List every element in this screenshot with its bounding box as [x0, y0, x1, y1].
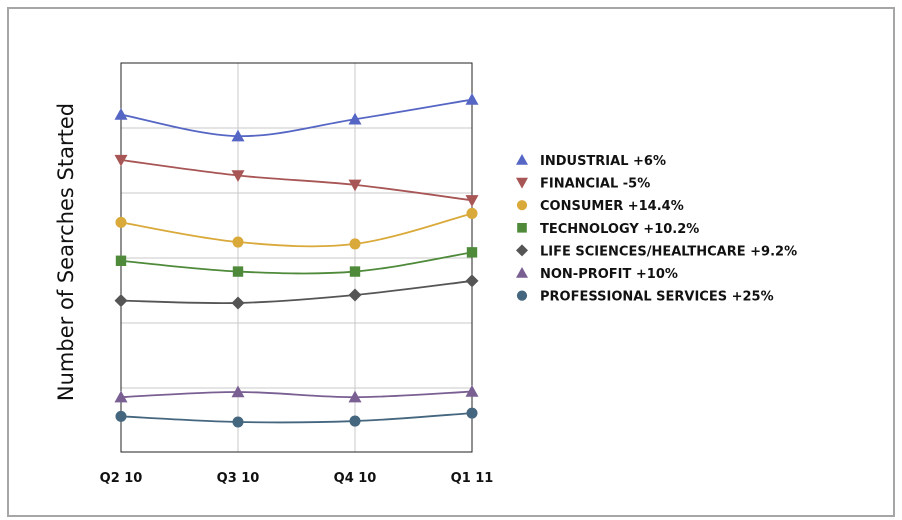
x-tick-label: Q1 11	[451, 471, 494, 486]
data-point	[231, 296, 245, 310]
series-line	[120, 212, 473, 248]
data-point	[465, 274, 479, 288]
legend-marker	[516, 290, 528, 301]
data-point	[231, 129, 245, 142]
legend-label: PROFESSIONAL SERVICES +25%	[540, 290, 774, 305]
x-tick-label: Q4 10	[334, 471, 377, 486]
data-point	[115, 410, 127, 422]
data-point	[232, 236, 244, 248]
data-point	[232, 266, 244, 277]
legend-marker	[516, 200, 528, 211]
data-point	[114, 154, 128, 167]
data-point	[349, 415, 361, 427]
series-line	[120, 390, 473, 399]
data-point	[115, 255, 127, 266]
data-point	[348, 288, 362, 302]
legend-label: LIFE SCIENCES/HEALTHCARE +9.2%	[540, 244, 797, 259]
legend-marker	[516, 177, 528, 189]
legend-label: NON-PROFIT +10%	[540, 267, 678, 282]
legend-marker	[517, 223, 527, 233]
x-tick-label: Q3 10	[217, 471, 260, 486]
data-point	[349, 238, 361, 250]
series-line	[120, 412, 473, 424]
legend-label: TECHNOLOGY +10.2%	[540, 222, 699, 237]
data-point	[466, 407, 478, 419]
data-point	[465, 93, 479, 105]
data-point	[348, 112, 362, 125]
series-line	[120, 280, 473, 305]
x-tick-label: Q2 10	[100, 471, 143, 486]
data-point	[232, 416, 244, 428]
data-point	[114, 390, 128, 403]
legend-label: CONSUMER +14.4%	[540, 199, 684, 214]
data-point	[466, 247, 478, 258]
data-point	[231, 385, 245, 398]
legend-label: FINANCIAL -5%	[540, 177, 650, 192]
data-point	[115, 216, 127, 228]
series-line	[120, 251, 473, 275]
legend-marker	[516, 267, 528, 278]
data-point	[465, 385, 479, 397]
data-point	[114, 108, 128, 120]
legend-label: INDUSTRIAL +6%	[540, 154, 666, 169]
data-point	[348, 390, 362, 403]
legend-marker	[516, 154, 528, 165]
data-point	[349, 266, 361, 277]
data-point	[466, 207, 478, 219]
data-point	[114, 294, 128, 308]
chart-frame	[7, 7, 895, 517]
data-point	[348, 179, 362, 192]
data-point	[465, 195, 479, 207]
legend-marker	[516, 244, 528, 257]
series-line	[120, 159, 473, 202]
series-line	[120, 98, 473, 138]
data-point	[231, 170, 245, 182]
